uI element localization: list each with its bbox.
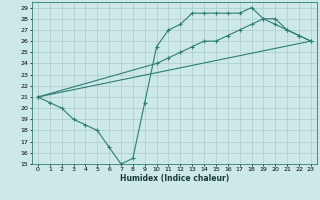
X-axis label: Humidex (Indice chaleur): Humidex (Indice chaleur) bbox=[120, 174, 229, 183]
